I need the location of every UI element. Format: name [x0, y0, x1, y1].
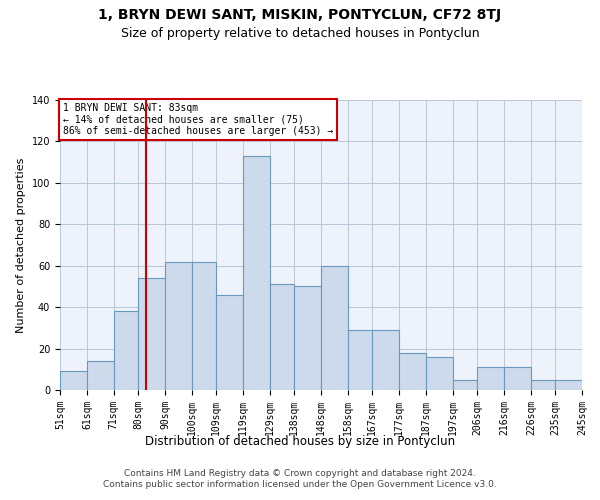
Text: Distribution of detached houses by size in Pontyclun: Distribution of detached houses by size … — [145, 435, 455, 448]
Text: Contains HM Land Registry data © Crown copyright and database right 2024.: Contains HM Land Registry data © Crown c… — [124, 468, 476, 477]
Bar — [165, 262, 192, 390]
Bar — [60, 372, 87, 390]
Bar — [243, 156, 270, 390]
Bar — [216, 294, 243, 390]
Bar — [426, 357, 453, 390]
Bar — [87, 361, 114, 390]
Text: 1, BRYN DEWI SANT, MISKIN, PONTYCLUN, CF72 8TJ: 1, BRYN DEWI SANT, MISKIN, PONTYCLUN, CF… — [98, 8, 502, 22]
Bar — [531, 380, 555, 390]
Text: Contains public sector information licensed under the Open Government Licence v3: Contains public sector information licen… — [103, 480, 497, 489]
Bar — [270, 284, 294, 390]
Text: Size of property relative to detached houses in Pontyclun: Size of property relative to detached ho… — [121, 28, 479, 40]
Bar — [138, 278, 165, 390]
Text: 1 BRYN DEWI SANT: 83sqm
← 14% of detached houses are smaller (75)
86% of semi-de: 1 BRYN DEWI SANT: 83sqm ← 14% of detache… — [62, 103, 333, 136]
Bar — [294, 286, 321, 390]
Bar — [504, 367, 531, 390]
Bar — [555, 380, 582, 390]
Bar — [321, 266, 348, 390]
Bar — [453, 380, 477, 390]
Bar — [114, 312, 138, 390]
Y-axis label: Number of detached properties: Number of detached properties — [16, 158, 26, 332]
Bar — [399, 352, 426, 390]
Bar — [192, 262, 216, 390]
Bar — [477, 367, 504, 390]
Bar — [348, 330, 372, 390]
Bar — [372, 330, 399, 390]
